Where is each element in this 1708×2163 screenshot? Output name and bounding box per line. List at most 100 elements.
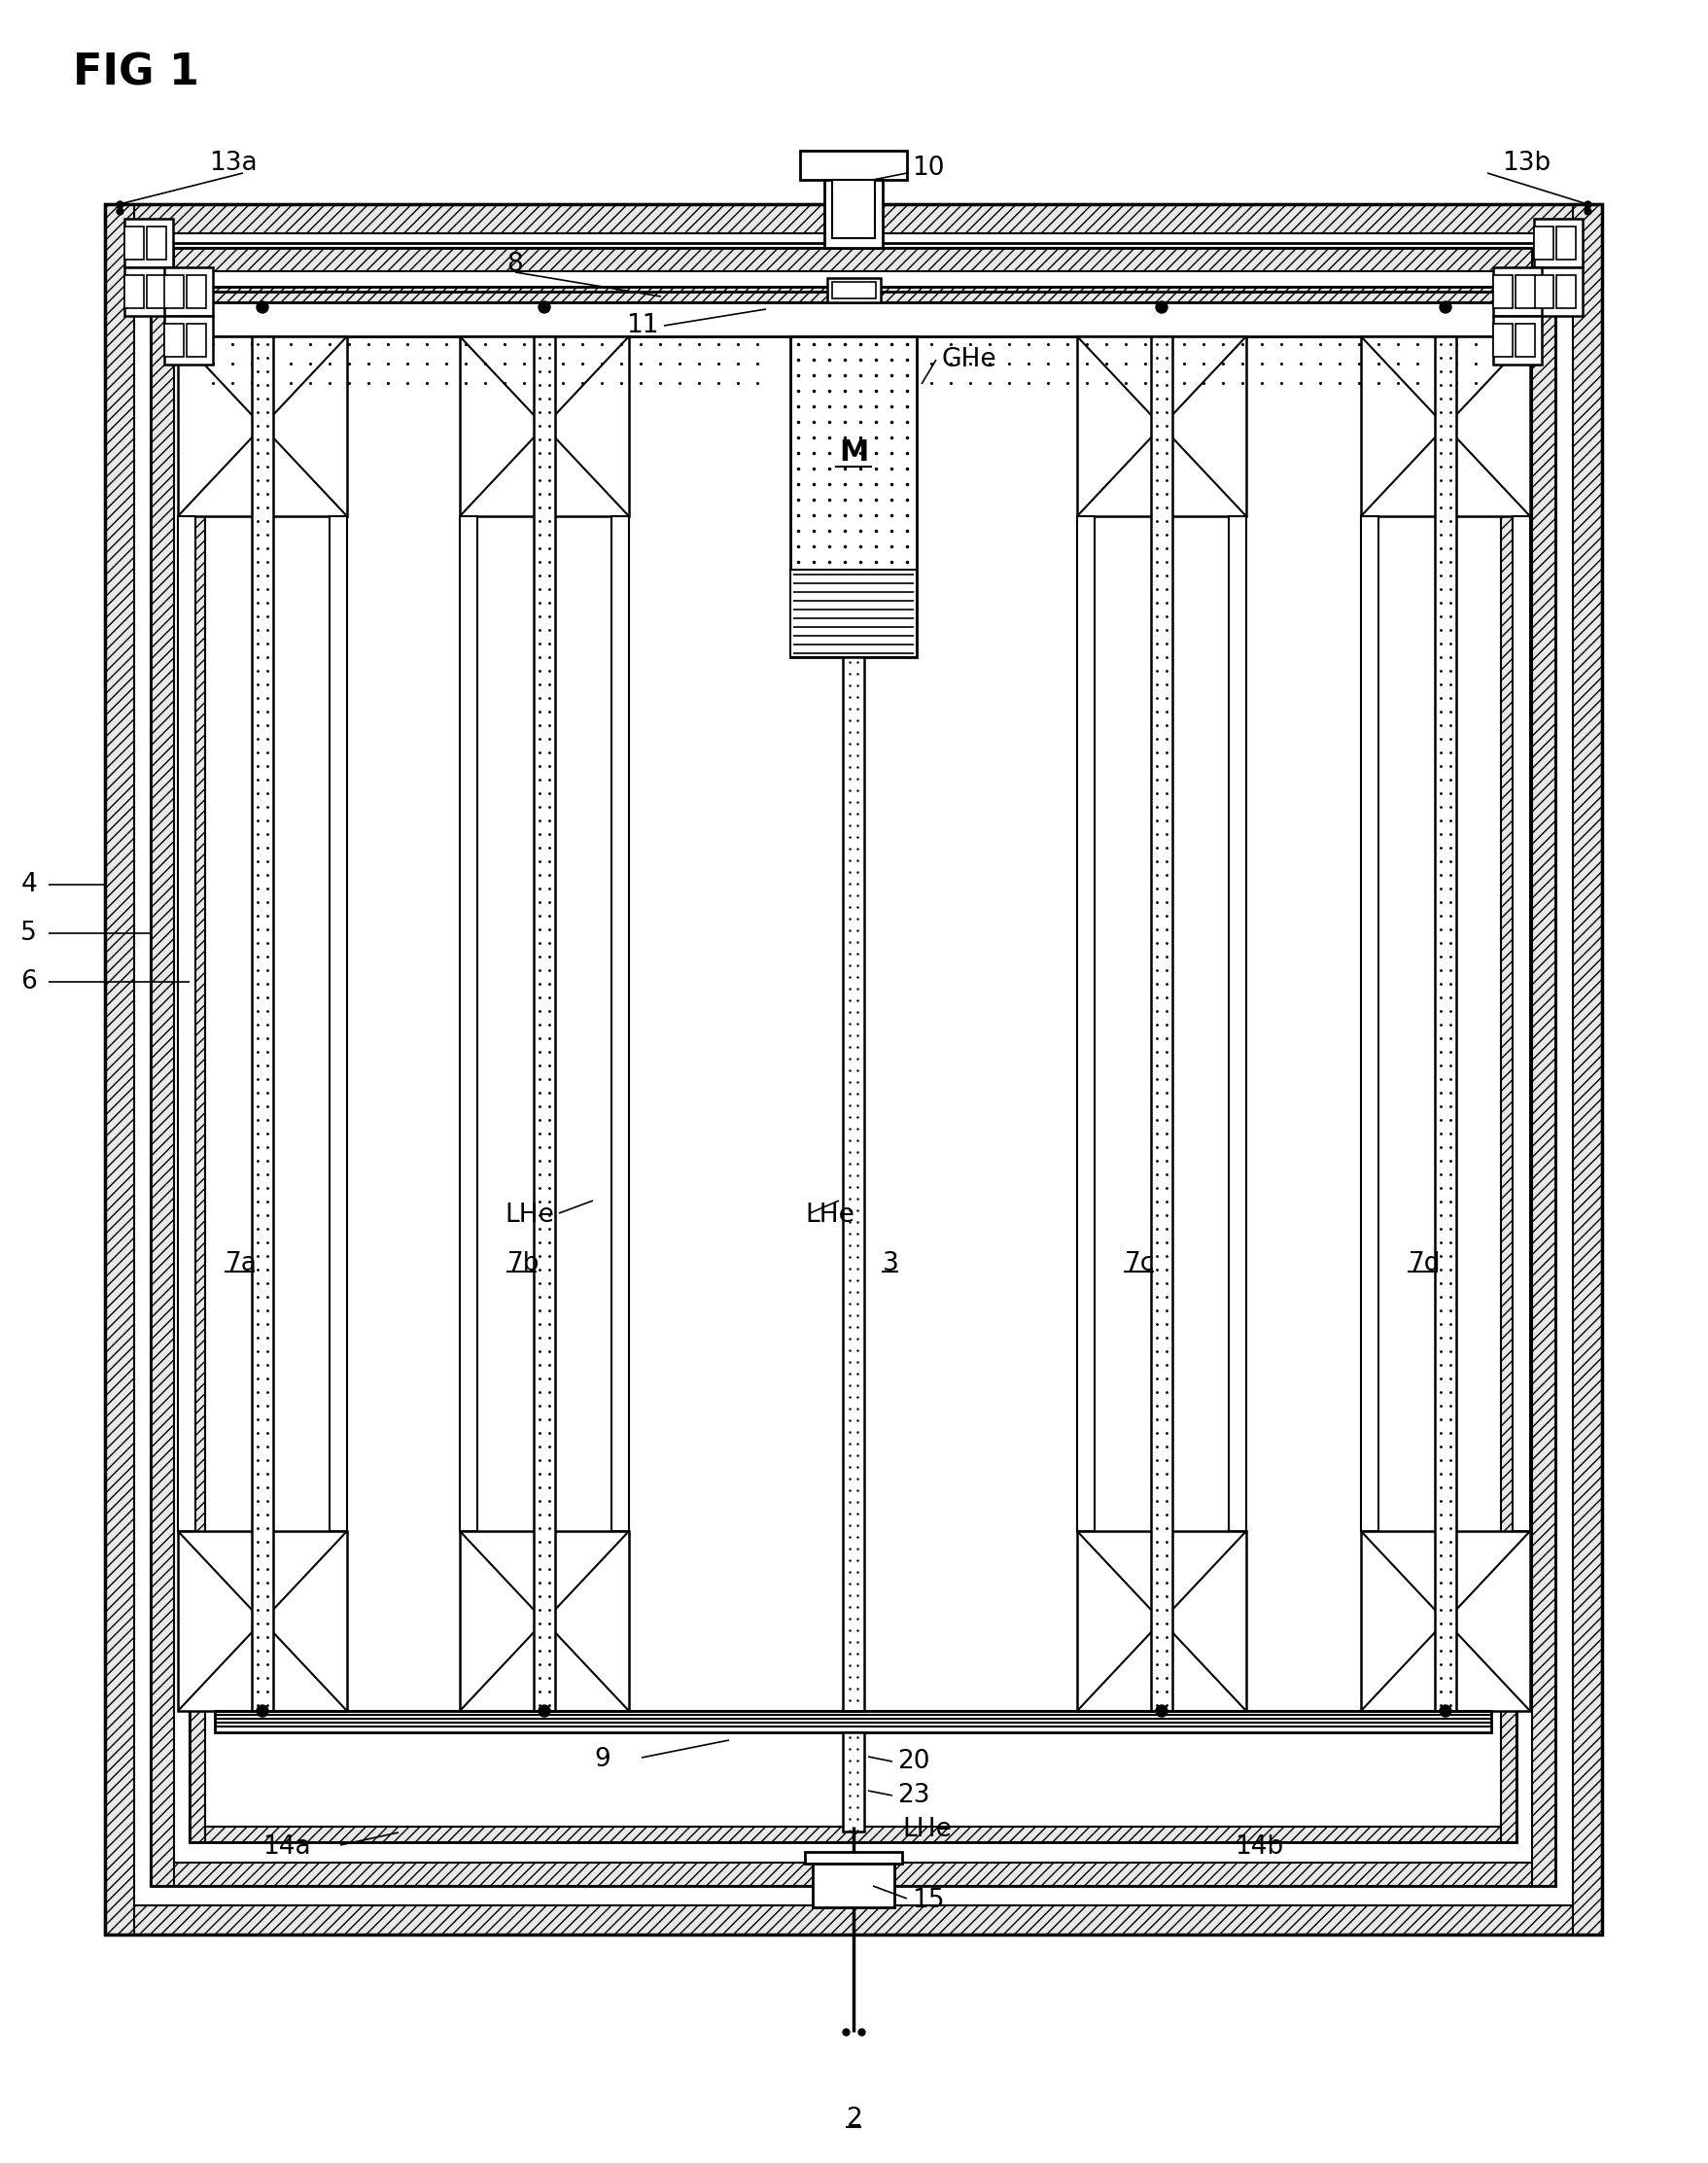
Bar bbox=[1361, 517, 1378, 1531]
Text: 7a: 7a bbox=[225, 1250, 258, 1276]
Circle shape bbox=[1156, 301, 1168, 314]
Circle shape bbox=[256, 1704, 268, 1717]
Bar bbox=[459, 337, 629, 517]
Bar bbox=[1493, 316, 1542, 366]
Bar bbox=[1078, 1531, 1247, 1711]
Bar bbox=[190, 288, 1517, 1843]
Text: 4: 4 bbox=[20, 872, 38, 898]
Text: 11: 11 bbox=[627, 314, 659, 337]
Text: 10: 10 bbox=[912, 156, 945, 182]
Bar bbox=[1556, 275, 1576, 307]
Bar bbox=[1361, 1531, 1530, 1711]
Bar bbox=[1151, 337, 1172, 1711]
Bar bbox=[1228, 517, 1247, 1531]
Circle shape bbox=[256, 301, 268, 314]
Bar bbox=[842, 1733, 864, 1832]
Text: LHe: LHe bbox=[804, 1203, 854, 1229]
Bar bbox=[147, 275, 166, 307]
Bar bbox=[125, 275, 143, 307]
Bar bbox=[104, 203, 1602, 234]
Circle shape bbox=[538, 301, 550, 314]
Bar bbox=[150, 249, 1556, 270]
Bar bbox=[1556, 227, 1576, 260]
Bar bbox=[1515, 324, 1535, 357]
Bar bbox=[186, 324, 207, 357]
Bar bbox=[832, 281, 876, 298]
Bar bbox=[825, 180, 883, 249]
Bar bbox=[164, 324, 184, 357]
Bar bbox=[1078, 337, 1247, 517]
Bar bbox=[1435, 337, 1457, 1711]
Bar bbox=[791, 569, 917, 658]
Text: 14b: 14b bbox=[1235, 1834, 1283, 1860]
Bar bbox=[205, 303, 1501, 337]
Text: 7c: 7c bbox=[1126, 1250, 1155, 1276]
Bar bbox=[178, 337, 347, 517]
Bar bbox=[178, 517, 195, 1531]
Bar bbox=[1078, 517, 1095, 1531]
Bar bbox=[330, 517, 347, 1531]
Bar bbox=[1534, 268, 1583, 316]
Bar bbox=[1573, 203, 1602, 1934]
Circle shape bbox=[1440, 1704, 1452, 1717]
Bar bbox=[459, 517, 477, 1531]
Bar bbox=[533, 337, 555, 1711]
Bar bbox=[842, 658, 864, 1711]
Text: 7b: 7b bbox=[507, 1250, 540, 1276]
Bar bbox=[791, 337, 917, 658]
Bar bbox=[190, 288, 205, 1843]
Bar bbox=[125, 227, 143, 260]
Text: 6: 6 bbox=[20, 969, 38, 995]
Bar bbox=[1501, 288, 1517, 1843]
Bar bbox=[190, 288, 1517, 303]
Bar bbox=[104, 203, 135, 1934]
Bar bbox=[205, 303, 1501, 1826]
Bar bbox=[164, 316, 214, 366]
Text: 14a: 14a bbox=[263, 1834, 311, 1860]
Bar bbox=[611, 517, 629, 1531]
Text: 9: 9 bbox=[594, 1748, 611, 1771]
Bar bbox=[1493, 275, 1513, 307]
Bar bbox=[150, 1862, 1556, 1886]
Bar bbox=[1532, 249, 1556, 1886]
Text: 23: 23 bbox=[897, 1782, 929, 1808]
Bar bbox=[186, 275, 207, 307]
Circle shape bbox=[1440, 301, 1452, 314]
Text: GHe: GHe bbox=[941, 346, 996, 372]
Bar bbox=[125, 218, 173, 268]
Bar bbox=[813, 1865, 895, 1908]
Bar bbox=[150, 249, 174, 1886]
Bar bbox=[104, 203, 1602, 1934]
Bar bbox=[251, 337, 273, 1711]
Text: FIG 1: FIG 1 bbox=[73, 52, 200, 93]
Bar bbox=[150, 249, 1556, 1886]
Text: 13a: 13a bbox=[208, 151, 258, 175]
Text: LHe: LHe bbox=[504, 1203, 553, 1229]
Bar bbox=[125, 268, 173, 316]
Text: 7d: 7d bbox=[1409, 1250, 1442, 1276]
Text: 5: 5 bbox=[20, 921, 38, 945]
Text: 3: 3 bbox=[883, 1250, 898, 1276]
Text: M: M bbox=[839, 439, 868, 467]
Circle shape bbox=[1156, 1704, 1168, 1717]
Bar bbox=[178, 1531, 347, 1711]
Bar bbox=[1515, 275, 1535, 307]
Text: 8: 8 bbox=[507, 251, 523, 277]
Bar bbox=[164, 275, 184, 307]
Text: 15: 15 bbox=[912, 1888, 945, 1912]
Circle shape bbox=[538, 1704, 550, 1717]
Bar bbox=[1493, 268, 1542, 316]
Text: 13b: 13b bbox=[1501, 151, 1551, 175]
Bar bbox=[1534, 275, 1554, 307]
Bar bbox=[832, 180, 874, 238]
Bar bbox=[190, 1826, 1517, 1843]
Bar bbox=[1361, 337, 1530, 517]
Bar bbox=[164, 268, 214, 316]
Bar bbox=[804, 1852, 902, 1865]
Bar bbox=[1534, 218, 1583, 268]
Bar bbox=[104, 1906, 1602, 1934]
Bar bbox=[459, 1531, 629, 1711]
Bar bbox=[827, 279, 881, 303]
Text: LHe: LHe bbox=[902, 1817, 951, 1843]
Bar bbox=[1534, 227, 1554, 260]
